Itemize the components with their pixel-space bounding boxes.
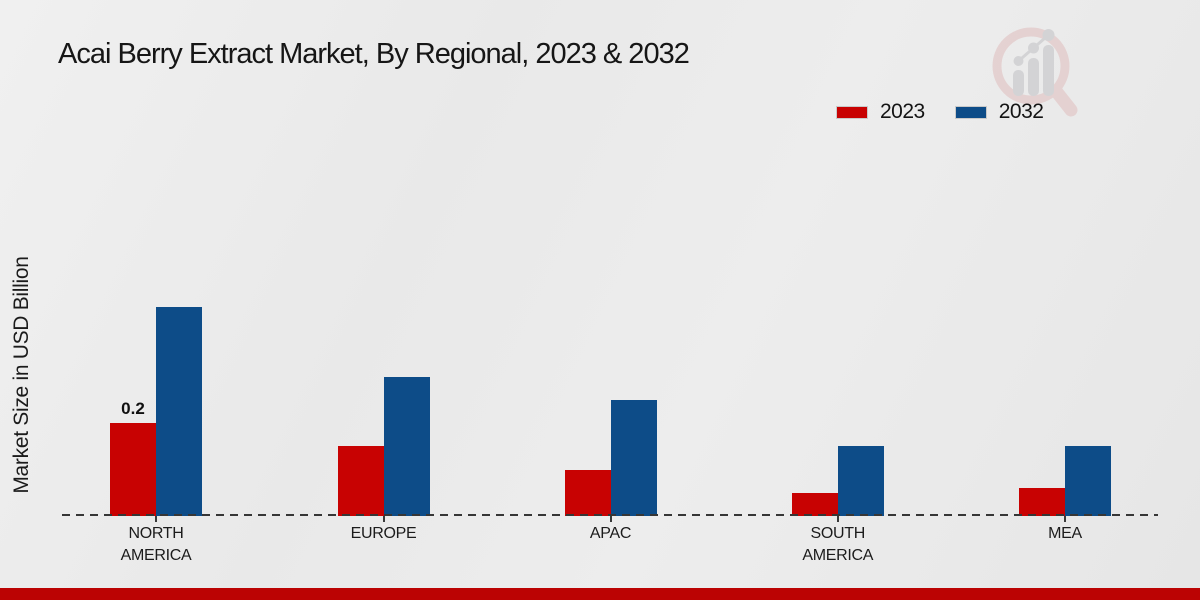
bar-value-label: 0.2 xyxy=(121,399,145,418)
bar-2023-north-america xyxy=(110,423,156,516)
bar-2023-mea xyxy=(1019,488,1065,516)
legend: 2023 2032 xyxy=(836,100,1044,124)
axis-tick xyxy=(609,516,612,522)
bar-2032-apac xyxy=(610,399,657,516)
bar-2032-europe xyxy=(383,376,430,516)
legend-label: 2032 xyxy=(998,100,1044,123)
chart-title: Acai Berry Extract Market, By Regional, … xyxy=(58,38,690,70)
bar-2023-south-america xyxy=(791,492,838,516)
category-label-europe: EUROPE xyxy=(350,525,417,542)
market-research-future-logo xyxy=(983,16,1083,129)
bar-2032-north-america xyxy=(156,306,202,516)
x-axis-baseline xyxy=(62,514,1158,516)
axis-tick xyxy=(155,516,157,522)
bar-2032-south-america xyxy=(837,446,884,516)
bar-2032-mea xyxy=(1065,446,1111,516)
footer-accent-bar xyxy=(0,588,1200,600)
bar-2023-apac xyxy=(564,469,611,516)
category-label-apac: APAC xyxy=(589,525,632,542)
legend-swatch-icon xyxy=(954,105,987,119)
legend-swatch-icon xyxy=(836,105,868,119)
category-label-north-america: NORTH AMERICA xyxy=(120,525,192,564)
axis-tick xyxy=(836,516,839,522)
category-label-south-america: SOUTH AMERICA xyxy=(802,525,874,564)
axis-tick xyxy=(382,516,385,522)
legend-item-2032: 2032 xyxy=(954,100,1044,124)
bar-2023-europe xyxy=(337,446,384,516)
legend-label: 2023 xyxy=(880,100,925,123)
legend-item-2023: 2023 xyxy=(836,100,925,124)
category-label-mea: MEA xyxy=(1048,525,1082,542)
axis-tick xyxy=(1064,516,1066,522)
